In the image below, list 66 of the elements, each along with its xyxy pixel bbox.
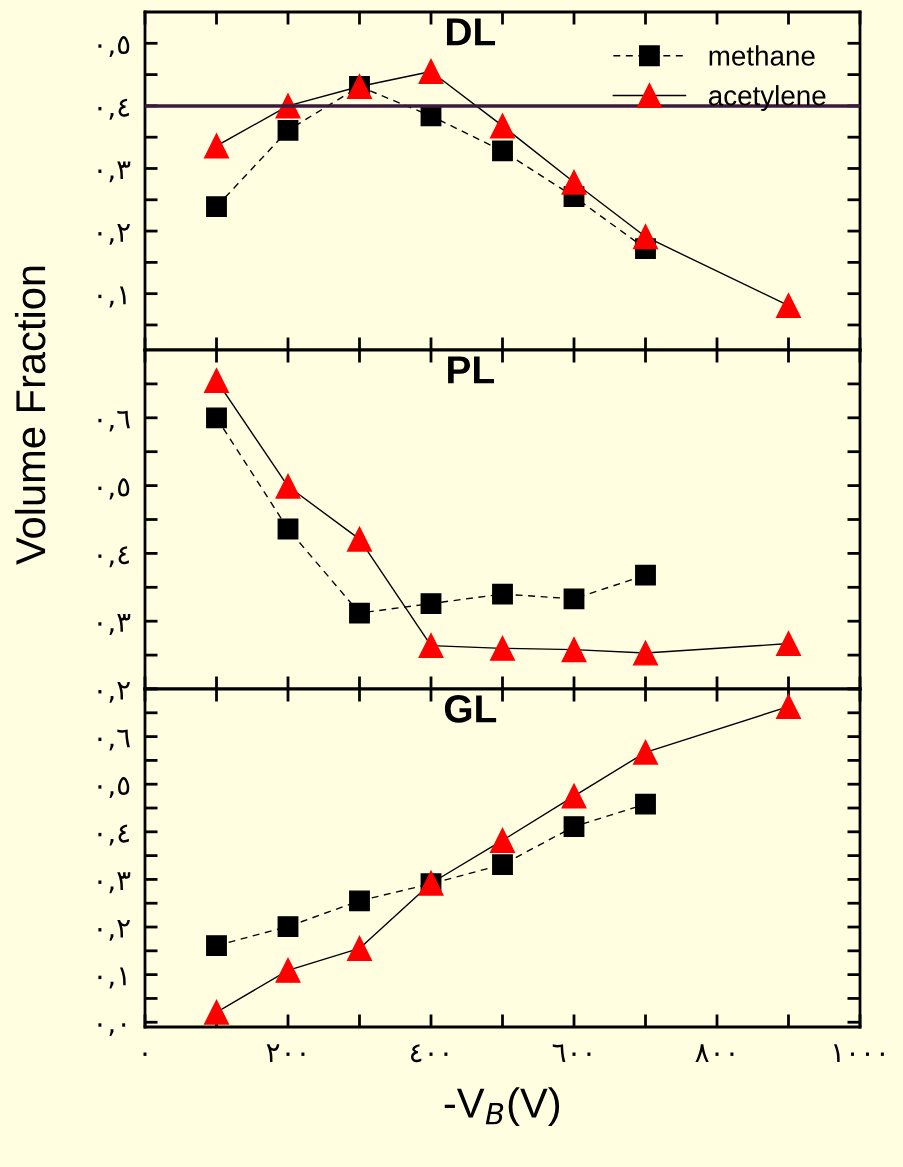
y-tick-label: ٠,٤ bbox=[98, 546, 129, 568]
x-tick-label: ٤٠٠ bbox=[410, 1044, 448, 1063]
y-tick-label: ٠,١ bbox=[98, 967, 126, 989]
y-tick-label: ٠,٦ bbox=[98, 729, 130, 751]
point bbox=[492, 854, 513, 876]
y-tick-label: ٠,٥ bbox=[98, 36, 130, 58]
x-tick-label: ٦٠٠ bbox=[552, 1044, 591, 1062]
x-tick-label: ٠ bbox=[143, 1052, 147, 1056]
point bbox=[492, 140, 513, 162]
chart-title: PL bbox=[448, 356, 494, 384]
x-tick-label: ٢٠٠ bbox=[266, 1044, 305, 1062]
point bbox=[561, 783, 587, 809]
point bbox=[206, 935, 227, 957]
y-tick-label: ٠,٥ bbox=[98, 478, 130, 500]
point bbox=[632, 224, 659, 250]
point bbox=[489, 827, 516, 853]
point bbox=[203, 133, 230, 159]
point bbox=[206, 407, 227, 429]
point bbox=[561, 637, 587, 663]
point bbox=[492, 583, 513, 605]
x-tick-label: ١٠٠٠ bbox=[833, 1044, 884, 1062]
point bbox=[203, 368, 230, 394]
point bbox=[277, 518, 299, 540]
point bbox=[420, 593, 442, 614]
y-tick-label: ٠,٤ bbox=[98, 824, 129, 846]
point bbox=[277, 916, 299, 937]
y-tick-label: ٠,٠ bbox=[98, 1023, 126, 1037]
point bbox=[275, 473, 301, 499]
point bbox=[775, 631, 802, 657]
y-axis-title: Volume Fraction bbox=[14, 266, 46, 565]
point bbox=[632, 640, 659, 666]
chart-title: DL bbox=[447, 18, 496, 46]
point bbox=[203, 999, 230, 1025]
y-tick-label: ٠,٣ bbox=[98, 872, 131, 894]
y-tick-label: ٠,١ bbox=[98, 286, 126, 308]
point bbox=[346, 935, 373, 961]
y-tick-label: ٠,٢ bbox=[98, 681, 130, 703]
point bbox=[349, 890, 370, 912]
point bbox=[775, 694, 802, 720]
point bbox=[489, 113, 516, 139]
point bbox=[635, 564, 656, 586]
point bbox=[563, 588, 585, 610]
y-tick-label: ٠,٣ bbox=[98, 614, 131, 635]
point bbox=[206, 196, 227, 218]
point bbox=[275, 957, 301, 983]
point bbox=[563, 816, 585, 837]
y-tick-label: ٠,٦ bbox=[98, 410, 130, 432]
point bbox=[418, 633, 444, 659]
y-tick-label: ٠,٥ bbox=[98, 776, 130, 798]
y-tick-label: ٠,٣ bbox=[98, 161, 131, 183]
point bbox=[775, 293, 802, 319]
x-axis-title: -V$_{B}$(V) bbox=[444, 1087, 560, 1127]
point bbox=[418, 58, 444, 84]
point bbox=[632, 739, 659, 765]
point bbox=[349, 602, 370, 624]
point bbox=[346, 526, 373, 552]
y-tick-label: ٠,٤ bbox=[98, 98, 129, 120]
point bbox=[635, 793, 656, 815]
y-tick-label: ٠,٢ bbox=[98, 223, 130, 245]
x-tick-label: ٨٠٠ bbox=[695, 1044, 734, 1062]
point bbox=[277, 119, 299, 141]
y-tick-label: ٠,٢ bbox=[98, 919, 130, 941]
point bbox=[561, 169, 587, 195]
chart-title: GL bbox=[444, 695, 497, 723]
legend-label: methane bbox=[709, 45, 815, 66]
point bbox=[489, 635, 516, 661]
